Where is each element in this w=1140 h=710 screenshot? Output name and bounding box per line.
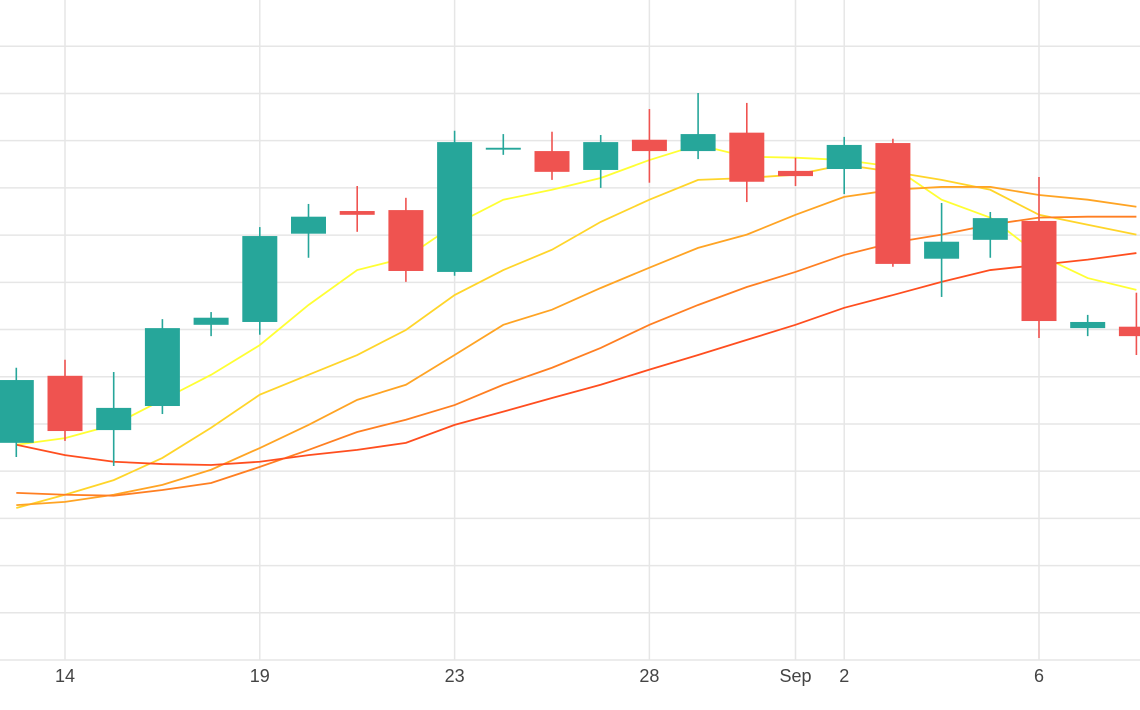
x-tick-label: 28 — [639, 666, 659, 686]
candle-body — [47, 375, 83, 432]
candle-body — [680, 134, 716, 152]
candle-body — [96, 407, 132, 431]
ma-line — [16, 163, 1137, 509]
ma-line — [16, 186, 1137, 507]
candle-body — [1118, 326, 1140, 337]
candle-body — [875, 143, 911, 264]
candle-body — [388, 210, 424, 271]
candle-body — [583, 142, 619, 170]
ma-line — [16, 144, 1137, 446]
candle-body — [1070, 321, 1106, 329]
candle-body — [193, 317, 229, 325]
candle-body — [485, 147, 521, 150]
candle-body — [0, 380, 34, 443]
candle-body — [778, 170, 813, 177]
candle-body — [437, 142, 473, 272]
candle-body — [924, 241, 960, 259]
x-tick-label: 2 — [839, 666, 849, 686]
ma-line — [16, 215, 1137, 497]
candle-body — [729, 132, 765, 182]
candle-body — [631, 139, 667, 152]
moving-averages — [16, 144, 1137, 509]
x-tick-label: 6 — [1034, 666, 1044, 686]
x-tick-label: 23 — [445, 666, 465, 686]
candle-body — [826, 144, 862, 170]
x-tick-label: 19 — [250, 666, 270, 686]
candles — [0, 93, 1140, 466]
ma-line — [16, 252, 1137, 466]
candle-body — [534, 151, 570, 172]
candle-body — [291, 216, 326, 234]
candle-body — [144, 328, 180, 407]
x-axis: 14 19 23 28 Sep 2 6 — [55, 666, 1044, 686]
candle-body — [339, 211, 375, 215]
candle-body — [972, 218, 1008, 240]
x-tick-label: 14 — [55, 666, 75, 686]
x-tick-label: Sep — [779, 666, 811, 686]
candle-body — [242, 236, 278, 322]
grid — [0, 0, 1140, 661]
candle-body — [1021, 220, 1057, 322]
